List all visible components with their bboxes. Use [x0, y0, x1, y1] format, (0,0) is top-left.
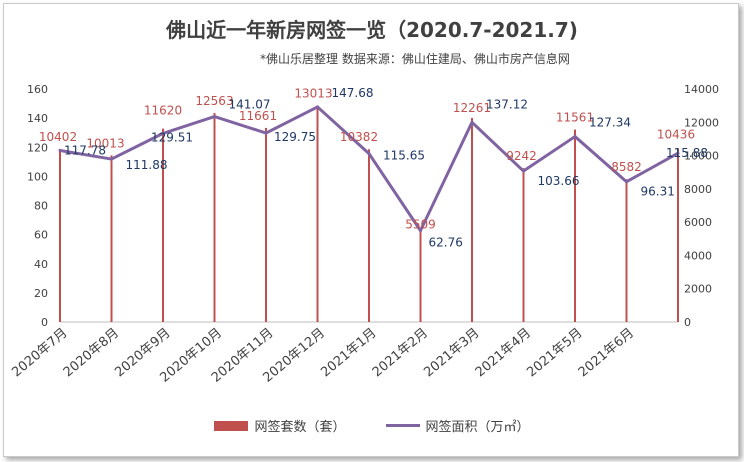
line-point — [367, 152, 371, 156]
line-value-label: 129.75 — [274, 130, 316, 144]
x-axis-tick-label: 2021年5月 — [524, 326, 585, 381]
right-axis-tick-label: 10000 — [684, 150, 719, 163]
line-point — [676, 151, 680, 155]
legend-label-line: 网签面积（万㎡） — [425, 420, 530, 435]
bar — [471, 117, 473, 322]
line-value-label: 147.68 — [332, 86, 374, 100]
right-axis-tick-label: 6000 — [684, 216, 712, 229]
line-value-label: 129.51 — [151, 130, 193, 144]
x-axis-tick-label: 2021年6月 — [576, 326, 637, 381]
bar-value-label: 5509 — [405, 217, 436, 231]
bar — [316, 105, 319, 322]
bar-value-label: 10013 — [86, 136, 124, 150]
line-point — [110, 157, 113, 161]
line-point — [419, 229, 422, 233]
x-axis-tick-label: 2020年8月 — [61, 326, 122, 381]
line-value-label: 115.88 — [666, 146, 708, 160]
right-axis-tick-label: 14000 — [684, 83, 719, 96]
bar-value-label: 10402 — [39, 130, 77, 144]
left-axis-tick-label: 140 — [27, 112, 48, 125]
bar-value-label: 11661 — [239, 109, 277, 123]
x-axis-tick-label: 2020年7月 — [9, 326, 70, 381]
line-point — [213, 115, 216, 119]
line-point — [470, 120, 474, 124]
line-value-label: 127.34 — [589, 116, 631, 130]
bar-value-label: 12261 — [453, 101, 491, 115]
bar-value-label: 11620 — [144, 104, 182, 118]
bar — [59, 148, 61, 322]
legend-swatch-line — [385, 424, 420, 427]
line-value-label: 117.78 — [64, 143, 106, 157]
x-axis-tick-label: 2021年3月 — [421, 326, 482, 381]
right-axis-tick-label: 2000 — [684, 283, 712, 296]
line-value-label: 96.31 — [641, 185, 675, 199]
bar — [368, 149, 370, 322]
right-axis-tick-label: 0 — [684, 316, 691, 329]
bar — [677, 148, 679, 322]
line-value-label: 103.66 — [538, 174, 580, 188]
bar — [574, 129, 576, 322]
left-axis-tick-label: 0 — [41, 316, 48, 329]
left-axis-tick-label: 80 — [34, 200, 48, 213]
right-axis-tick-label: 4000 — [684, 249, 712, 262]
x-axis-tick-label: 2021年4月 — [473, 326, 534, 381]
line-value-label: 62.76 — [429, 236, 463, 250]
line-value-label: 141.07 — [229, 98, 271, 112]
bar — [419, 230, 422, 322]
left-axis-tick-label: 120 — [27, 141, 48, 154]
bar — [265, 127, 267, 322]
line-point — [264, 131, 268, 135]
left-axis-tick-label: 100 — [27, 170, 48, 183]
bar — [110, 155, 113, 322]
left-axis-tick-label: 40 — [34, 258, 48, 271]
x-axis-tick-label: 2021年1月 — [318, 326, 379, 381]
left-axis-tick-label: 160 — [27, 83, 48, 96]
bar-value-label: 13013 — [294, 86, 332, 100]
line-point — [316, 105, 319, 109]
line-value-label: 115.65 — [383, 149, 425, 163]
bar — [162, 128, 164, 322]
legend-label-bars: 网签套数（套） — [254, 420, 346, 435]
chart-subtitle: *佛山乐居整理 数据来源：佛山住建局、佛山市房产信息网 — [260, 52, 570, 66]
bar-value-label: 10382 — [340, 130, 378, 144]
bar-value-label: 10436 — [657, 127, 695, 141]
line-point — [522, 169, 525, 173]
chart-title: 佛山近一年新房网签一览（2020.7-2021.7) — [166, 18, 578, 42]
legend-item-bars: 网签套数（套） — [214, 416, 346, 435]
right-axis-tick-label: 8000 — [684, 183, 712, 196]
left-axis-tick-label: 20 — [34, 287, 48, 300]
right-axis-tick-label: 12000 — [684, 116, 719, 129]
x-axis-tick-label: 2021年2月 — [370, 326, 431, 381]
line-point — [625, 180, 628, 184]
left-axis-tick-label: 60 — [34, 229, 48, 242]
line-value-label: 137.12 — [486, 97, 528, 111]
legend-swatch-bars — [214, 420, 249, 431]
bar-value-label: 11561 — [556, 111, 594, 125]
bar — [625, 179, 628, 322]
line-point — [58, 148, 62, 152]
line-point — [161, 131, 165, 135]
line-value-label: 111.88 — [126, 158, 168, 172]
bar — [213, 112, 216, 322]
chart-legend: 网签套数（套） 网签面积（万㎡） — [0, 416, 744, 435]
bar-value-label: 8582 — [611, 160, 642, 174]
legend-item-line: 网签面积（万㎡） — [385, 416, 530, 435]
bar-value-label: 9242 — [506, 149, 537, 163]
line-point — [573, 135, 577, 139]
chart-frame — [3, 3, 739, 457]
bar-value-label: 12563 — [195, 94, 233, 108]
bar — [522, 168, 525, 322]
